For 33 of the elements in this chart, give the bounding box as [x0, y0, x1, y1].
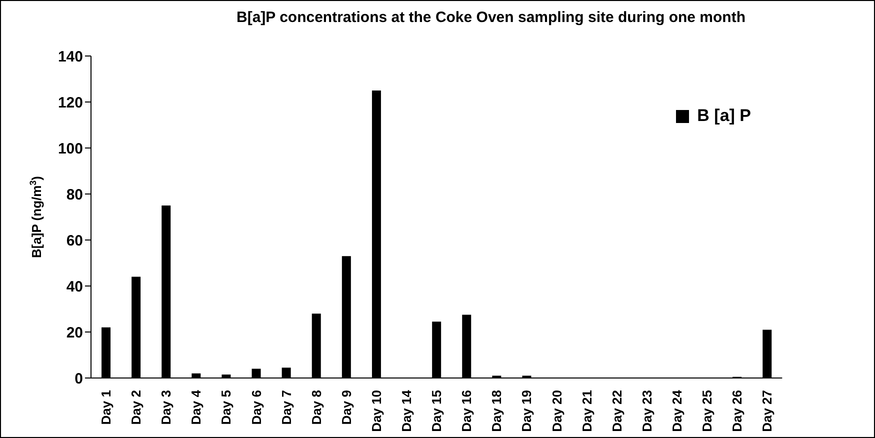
x-tick-label: Day 9 [338, 390, 354, 425]
x-tick-label: Day 19 [519, 390, 534, 432]
x-tick-label: Day 3 [158, 390, 174, 425]
x-tick-label: Day 25 [700, 390, 715, 432]
y-tick-label: 60 [66, 232, 83, 250]
x-tick-label: Day 8 [308, 390, 324, 425]
x-tick-label: Day 22 [609, 390, 624, 432]
x-tick-label: Day 18 [489, 390, 504, 432]
x-tick-label: Day 24 [669, 389, 684, 432]
y-tick-label: 40 [66, 278, 83, 296]
x-tick-label: Day 10 [368, 390, 384, 432]
x-tick-label: Day 27 [760, 390, 775, 432]
y-tick-label: 80 [66, 186, 83, 204]
y-tick-label: 140 [58, 48, 83, 66]
x-tick-label: Day 7 [278, 390, 294, 425]
x-tick-label: Day 23 [639, 390, 654, 432]
y-tick-label: 100 [58, 140, 83, 158]
x-tick-label: Day 6 [248, 390, 264, 425]
y-tick-label: 20 [66, 324, 83, 342]
x-tick-label: Day 5 [218, 390, 234, 425]
x-tick-label: Day 2 [128, 390, 144, 425]
x-tick-label: Day 16 [459, 390, 474, 432]
x-tick-label: Day 20 [549, 390, 564, 432]
x-tick-label: Day 14 [399, 389, 414, 432]
y-tick-label: 120 [58, 94, 83, 112]
x-tick-label: Day 15 [429, 390, 444, 432]
x-tick-label: Day 1 [98, 390, 114, 425]
x-tick-label: Day 26 [730, 390, 745, 432]
y-tick-label: 0 [74, 370, 83, 388]
legend-label: B [a] P [697, 106, 751, 126]
x-tick-label: Day 4 [188, 389, 204, 425]
chart-title: B[a]P concentrations at the Coke Oven sampling site during one month [236, 9, 746, 27]
x-tick-label: Day 21 [579, 390, 594, 432]
